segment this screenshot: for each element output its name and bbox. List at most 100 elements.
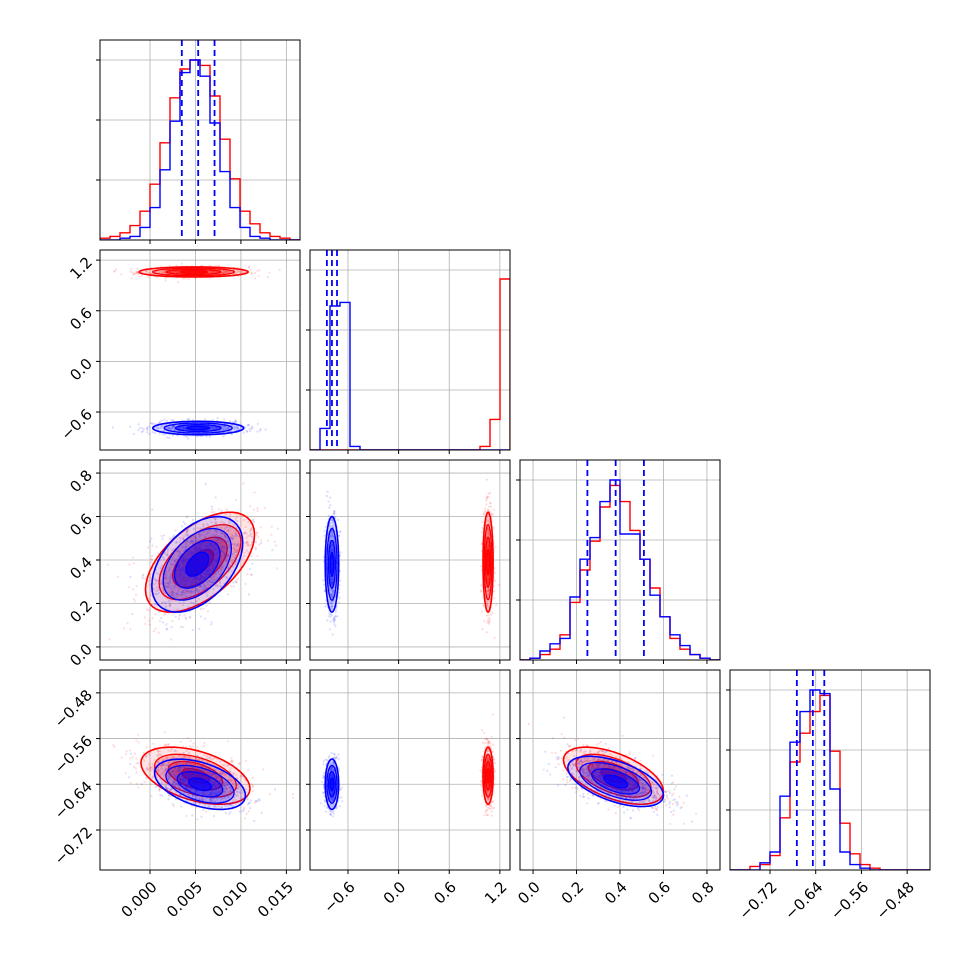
scatter-point-blue [171, 576, 174, 579]
scatter-point-blue [184, 616, 187, 619]
scatter-point-blue [179, 573, 182, 576]
scatter-point-red [222, 522, 226, 525]
scatter-point-blue [171, 563, 174, 566]
scatter-point-blue [163, 601, 166, 604]
scatter-point-red [493, 636, 496, 639]
scatter-point-red [488, 620, 491, 623]
scatter-point-red [217, 542, 221, 545]
scatter-point-blue [250, 573, 253, 576]
scatter-point-blue [185, 578, 188, 581]
scatter-point-red [246, 543, 249, 547]
scatter-point-blue [153, 577, 156, 580]
scatter-point-red [234, 562, 237, 565]
scatter-point-red [487, 590, 490, 593]
scatter-point-red [488, 502, 492, 505]
scatter-point-blue [223, 425, 226, 429]
scatter-point-blue [233, 557, 237, 560]
scatter-point-blue [173, 563, 176, 566]
scatter-point-red [485, 478, 489, 481]
scatter-point-red [260, 539, 263, 542]
scatter-point-red [487, 592, 490, 595]
scatter-point-blue [180, 427, 183, 430]
scatter-point-blue [185, 588, 188, 591]
scatter-point-blue [218, 580, 221, 583]
scatter-point-red [194, 535, 197, 538]
scatter-point-red [179, 579, 182, 582]
scatter-point-red [276, 527, 280, 530]
scatter-point-red [208, 579, 211, 582]
scatter-point-red [184, 562, 187, 566]
scatter-point-blue [170, 427, 174, 430]
scatter-point-red [489, 613, 492, 616]
scatter-point-blue [206, 549, 209, 552]
scatter-point-blue [156, 426, 160, 430]
scatter-point-blue [163, 418, 166, 421]
scatter-point-blue [175, 558, 178, 561]
scatter-point-red [187, 278, 190, 281]
scatter-point-red [176, 271, 179, 274]
scatter-point-red [250, 272, 253, 275]
scatter-point-blue [141, 577, 144, 580]
scatter-point-blue [208, 563, 211, 567]
scatter-point-red [486, 508, 490, 512]
scatter-point-red [220, 539, 223, 543]
scatter-point-red [482, 513, 485, 516]
scatter-point-blue [173, 534, 176, 537]
scatter-point-blue [213, 517, 216, 520]
scatter-point-red [481, 527, 484, 530]
scatter-point-blue [209, 428, 213, 431]
scatter-point-red [113, 745, 116, 748]
scatter-point-blue [217, 536, 220, 539]
scatter-point-blue [169, 586, 172, 589]
scatter-point-red [183, 569, 186, 572]
scatter-point-blue [183, 557, 186, 560]
scatter-point-blue [199, 574, 202, 577]
scatter-point-blue [205, 569, 208, 573]
scatter-point-red [186, 531, 189, 535]
scatter-point-blue [174, 592, 177, 595]
scatter-point-blue [187, 579, 191, 582]
scatter-point-red [128, 563, 131, 566]
scatter-point-red [206, 522, 209, 526]
scatter-point-blue [203, 418, 207, 421]
scatter-point-red [135, 739, 138, 742]
scatter-point-red [133, 272, 136, 275]
scatter-point-red [181, 277, 185, 280]
scatter-point-red [129, 628, 132, 631]
scatter-point-red [224, 270, 227, 273]
scatter-point-red [171, 599, 174, 603]
scatter-point-blue [204, 575, 207, 578]
scatter-point-red [133, 765, 136, 769]
scatter-point-blue [326, 490, 329, 493]
scatter-point-blue [231, 552, 234, 556]
scatter-point-red [168, 605, 171, 608]
scatter-point-red [249, 530, 252, 533]
scatter-point-blue [177, 566, 180, 569]
scatter-point-blue [226, 554, 229, 557]
scatter-point-red [213, 547, 216, 550]
scatter-point-red [233, 549, 236, 552]
scatter-point-red [192, 578, 195, 581]
scatter-point-blue [187, 605, 190, 608]
scatter-point-blue [132, 432, 135, 436]
scatter-point-red [184, 533, 187, 536]
scatter-point-red [485, 503, 488, 506]
scatter-point-blue [339, 579, 342, 582]
scatter-point-blue [227, 568, 230, 571]
scatter-point-red [180, 561, 183, 564]
scatter-point-red [132, 273, 135, 276]
scatter-point-blue [157, 552, 160, 555]
scatter-point-blue [161, 601, 164, 604]
scatter-point-red [494, 545, 497, 549]
scatter-point-blue [158, 432, 161, 435]
scatter-point-red [196, 746, 199, 749]
scatter-point-red [134, 593, 138, 596]
scatter-point-red [204, 585, 207, 588]
scatter-point-red [276, 567, 279, 570]
scatter-point-blue [157, 610, 161, 613]
scatter-point-blue [171, 548, 174, 552]
scatter-point-blue [173, 587, 176, 590]
scatter-point-red [160, 265, 163, 268]
scatter-point-red [487, 576, 490, 579]
scatter-point-blue [205, 571, 208, 574]
